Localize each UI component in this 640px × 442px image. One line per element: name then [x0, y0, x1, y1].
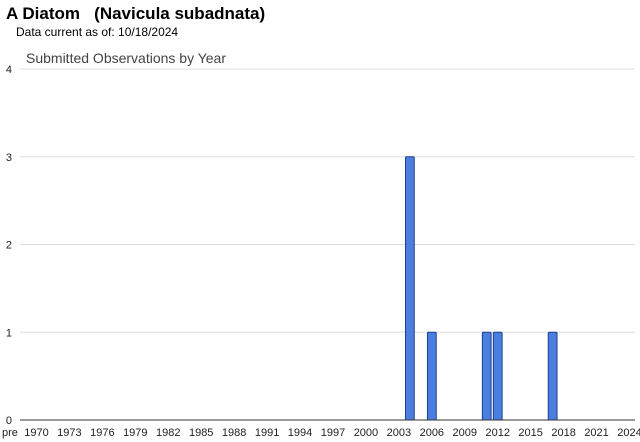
- axes: 0 1 2 3 4 pre 1970 1973 1976 1979 1982 1985 1988 1991…: [2, 64, 640, 439]
- x-tick-label-2012: 2012: [485, 427, 509, 439]
- x-tick-label-2018: 2018: [551, 427, 575, 439]
- bar-2006: [426, 331, 437, 421]
- bar-2004: [404, 156, 415, 421]
- x-tick-label-1994: 1994: [288, 427, 312, 439]
- bar-2011: [481, 331, 492, 421]
- x-tick-label-2006: 2006: [420, 427, 444, 439]
- y-tick-label-1: 1: [6, 327, 12, 339]
- x-tick-label-1976: 1976: [90, 427, 114, 439]
- x-tick-label-1988: 1988: [222, 427, 246, 439]
- y-tick-label-0: 0: [6, 415, 12, 427]
- x-tick-label-1997: 1997: [321, 427, 345, 439]
- x-tick-label-1991: 1991: [255, 427, 279, 439]
- bars: [404, 156, 558, 421]
- y-tick-label-4: 4: [6, 64, 12, 76]
- x-tick-label-2024: 2024: [617, 427, 640, 439]
- x-tick-label-2021: 2021: [584, 427, 608, 439]
- y-tick-label-2: 2: [6, 240, 12, 252]
- x-tick-label-2015: 2015: [518, 427, 542, 439]
- x-tick-label-1970: 1970: [24, 427, 48, 439]
- data-current-date: Data current as of: 10/18/2024: [16, 25, 179, 39]
- x-tick-label-2003: 2003: [387, 427, 411, 439]
- x-tick-label-1985: 1985: [189, 427, 213, 439]
- gridlines: [20, 68, 635, 333]
- bar-2017: [547, 331, 558, 421]
- x-tick-label-pre: pre: [2, 427, 18, 439]
- bar-2012: [492, 331, 503, 421]
- species-title: A Diatom (Navicula subadnata): [6, 4, 266, 23]
- x-tick-label-2009: 2009: [453, 427, 477, 439]
- x-tick-label-2000: 2000: [354, 427, 378, 439]
- x-tick-label-1982: 1982: [156, 427, 180, 439]
- y-tick-label-3: 3: [6, 152, 12, 164]
- x-tick-label-1979: 1979: [123, 427, 147, 439]
- x-tick-label-1973: 1973: [57, 427, 81, 439]
- chart-title: Submitted Observations by Year: [26, 50, 227, 66]
